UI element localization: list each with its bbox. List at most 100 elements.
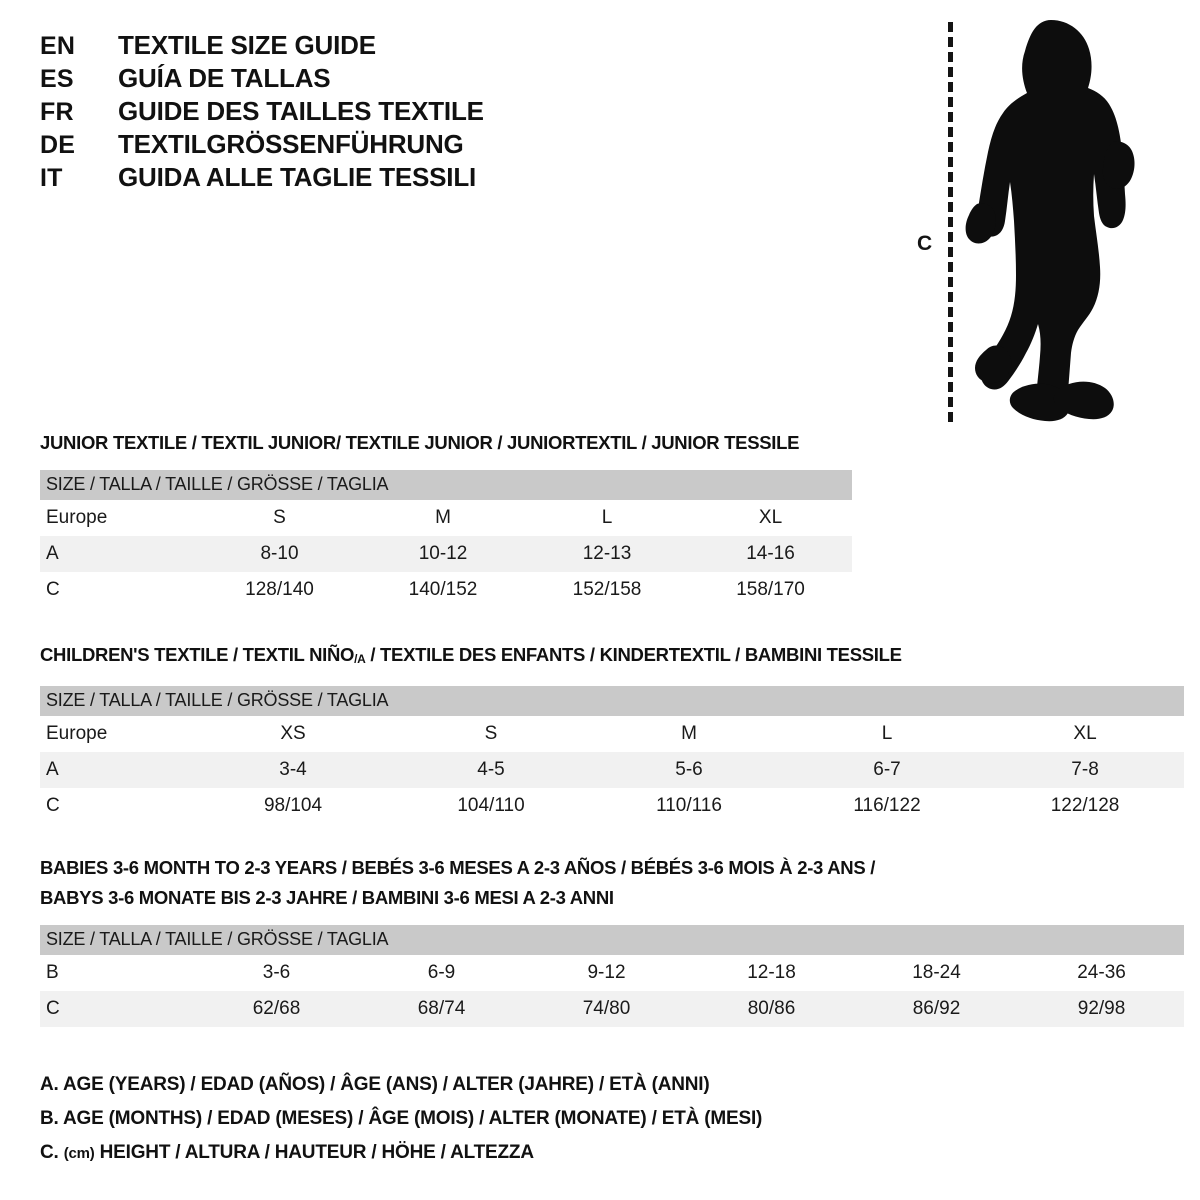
language-code-de: DE <box>40 131 76 159</box>
junior-cell-a-0: 8-10 <box>198 536 361 572</box>
babies-cell-b-2: 9-12 <box>524 955 689 991</box>
babies-cell-b-0: 3-6 <box>194 955 359 991</box>
guide-title-de: TEXTILGRÖSSENFÜHRUNG <box>118 129 464 159</box>
babies-cell-b-5: 24-36 <box>1019 955 1185 991</box>
section-junior-textile: JUNIOR TEXTILE / TEXTIL JUNIOR/ TEXTILE … <box>40 428 853 608</box>
babies-row-label-c: C <box>40 991 194 1027</box>
babies-row-label-b: B <box>40 955 194 991</box>
children-cell-c-2: 110/116 <box>590 788 788 824</box>
children-cell-c-1: 104/110 <box>392 788 590 824</box>
section-title-junior: JUNIOR TEXTILE / TEXTIL JUNIOR/ TEXTILE … <box>40 432 800 453</box>
language-row-de: DE TEXTILGRÖSSENFÜHRUNG <box>40 129 560 162</box>
language-code-es: ES <box>40 65 74 93</box>
junior-cell-c-3: 158/170 <box>689 572 853 608</box>
language-row-en: EN TEXTILE SIZE GUIDE <box>40 30 560 63</box>
babies-size-table: SIZE / TALLA / TAILLE / GRÖSSE / TAGLIA … <box>40 925 1185 1027</box>
children-cell-europe-0: XS <box>194 716 392 752</box>
babies-cell-c-3: 80/86 <box>689 991 854 1027</box>
language-code-en: EN <box>40 32 76 60</box>
junior-size-table: SIZE / TALLA / TAILLE / GRÖSSE / TAGLIA … <box>40 470 853 608</box>
children-size-table: SIZE / TALLA / TAILLE / GRÖSSE / TAGLIA … <box>40 686 1185 824</box>
babies-cell-b-1: 6-9 <box>359 955 524 991</box>
children-row-a: A 3-4 4-5 5-6 6-7 7-8 <box>40 752 1185 788</box>
children-row-c: C 98/104 104/110 110/116 116/122 122/128 <box>40 788 1185 824</box>
guide-title-en: TEXTILE SIZE GUIDE <box>118 30 376 60</box>
section-title-children-pre: CHILDREN'S TEXTILE / TEXTIL NIÑO <box>40 644 355 665</box>
children-row-europe: Europe XS S M L XL <box>40 716 1185 752</box>
children-row-label-europe: Europe <box>40 716 194 752</box>
legend-line-c: C. (cm) HEIGHT / ALTURA / HAUTEUR / HÖHE… <box>40 1136 762 1171</box>
junior-cell-a-2: 12-13 <box>525 536 689 572</box>
junior-cell-europe-1: M <box>361 500 525 536</box>
junior-row-a: A 8-10 10-12 12-13 14-16 <box>40 536 853 572</box>
junior-cell-c-0: 128/140 <box>198 572 361 608</box>
junior-band-cell: SIZE / TALLA / TAILLE / GRÖSSE / TAGLIA <box>40 470 853 500</box>
legend-line-a: A. AGE (YEARS) / EDAD (AÑOS) / ÂGE (ANS)… <box>40 1074 710 1095</box>
babies-band-cell: SIZE / TALLA / TAILLE / GRÖSSE / TAGLIA <box>40 925 1185 955</box>
section-title-children: CHILDREN'S TEXTILE / TEXTIL NIÑO/A / TEX… <box>40 640 1184 674</box>
children-cell-a-3: 6-7 <box>788 752 986 788</box>
children-cell-c-0: 98/104 <box>194 788 392 824</box>
children-cell-europe-2: M <box>590 716 788 752</box>
children-cell-a-0: 3-4 <box>194 752 392 788</box>
babies-cell-c-4: 86/92 <box>854 991 1019 1027</box>
junior-row-label-europe: Europe <box>40 500 198 536</box>
junior-row-label-a: A <box>40 536 198 572</box>
babies-row-c: C 62/68 68/74 74/80 80/86 86/92 92/98 <box>40 991 1185 1027</box>
children-cell-europe-4: XL <box>986 716 1185 752</box>
junior-row-label-c: C <box>40 572 198 608</box>
section-title-babies-line1: BABIES 3-6 MONTH TO 2-3 YEARS / BEBÉS 3-… <box>40 857 876 878</box>
babies-cell-b-4: 18-24 <box>854 955 1019 991</box>
children-band-label: SIZE / TALLA / TAILLE / GRÖSSE / TAGLIA <box>46 690 389 710</box>
junior-cell-europe-3: XL <box>689 500 853 536</box>
section-children-textile: CHILDREN'S TEXTILE / TEXTIL NIÑO/A / TEX… <box>40 640 1185 824</box>
language-row-es: ES GUÍA DE TALLAS <box>40 63 560 96</box>
babies-cell-c-0: 62/68 <box>194 991 359 1027</box>
section-title-children-sub: /A <box>354 652 366 666</box>
language-code-it: IT <box>40 164 63 192</box>
children-cell-a-4: 7-8 <box>986 752 1185 788</box>
children-band-cell: SIZE / TALLA / TAILLE / GRÖSSE / TAGLIA <box>40 686 1185 716</box>
guide-title-es: GUÍA DE TALLAS <box>118 63 331 93</box>
junior-cell-a-3: 14-16 <box>689 536 853 572</box>
section-babies-textile: BABIES 3-6 MONTH TO 2-3 YEARS / BEBÉS 3-… <box>40 853 1185 1027</box>
junior-cell-europe-2: L <box>525 500 689 536</box>
section-title-babies-line2: BABYS 3-6 MONATE BIS 2-3 JAHRE / BAMBINI… <box>40 887 614 908</box>
height-measurement-figure: C <box>905 14 1140 426</box>
language-header: EN TEXTILE SIZE GUIDE ES GUÍA DE TALLAS … <box>40 30 560 195</box>
children-cell-c-4: 122/128 <box>986 788 1185 824</box>
junior-row-europe: Europe S M L XL <box>40 500 853 536</box>
children-cell-europe-1: S <box>392 716 590 752</box>
junior-cell-europe-0: S <box>198 500 361 536</box>
children-cell-c-3: 116/122 <box>788 788 986 824</box>
babies-cell-b-3: 12-18 <box>689 955 854 991</box>
legend-line-b: B. AGE (MONTHS) / EDAD (MESES) / ÂGE (MO… <box>40 1108 763 1129</box>
babies-band-label: SIZE / TALLA / TAILLE / GRÖSSE / TAGLIA <box>46 929 389 949</box>
measurement-legend: A. AGE (YEARS) / EDAD (AÑOS) / ÂGE (ANS)… <box>40 1068 762 1171</box>
legend-line-c-pre: C. <box>40 1142 64 1163</box>
junior-cell-c-2: 152/158 <box>525 572 689 608</box>
babies-cell-c-5: 92/98 <box>1019 991 1185 1027</box>
guide-title-it: GUIDA ALLE TAGLIE TESSILI <box>118 162 477 192</box>
babies-table-band-row: SIZE / TALLA / TAILLE / GRÖSSE / TAGLIA <box>40 925 1185 955</box>
section-title-children-post: / TEXTILE DES ENFANTS / KINDERTEXTIL / B… <box>365 644 902 665</box>
children-row-label-a: A <box>40 752 194 788</box>
children-table-band-row: SIZE / TALLA / TAILLE / GRÖSSE / TAGLIA <box>40 686 1185 716</box>
junior-cell-c-1: 140/152 <box>361 572 525 608</box>
legend-line-c-post: HEIGHT / ALTURA / HAUTEUR / HÖHE / ALTEZ… <box>94 1142 534 1163</box>
legend-line-c-unit: (cm) <box>63 1145 95 1162</box>
junior-row-c: C 128/140 140/152 152/158 158/170 <box>40 572 853 608</box>
junior-cell-a-1: 10-12 <box>361 536 525 572</box>
babies-cell-c-2: 74/80 <box>524 991 689 1027</box>
children-row-label-c: C <box>40 788 194 824</box>
babies-cell-c-1: 68/74 <box>359 991 524 1027</box>
children-cell-a-1: 4-5 <box>392 752 590 788</box>
babies-row-b: B 3-6 6-9 9-12 12-18 18-24 24-36 <box>40 955 1185 991</box>
language-row-fr: FR GUIDE DES TAILLES TEXTILE <box>40 96 560 129</box>
child-silhouette-icon <box>965 20 1135 422</box>
junior-band-label: SIZE / TALLA / TAILLE / GRÖSSE / TAGLIA <box>46 474 389 494</box>
children-cell-europe-3: L <box>788 716 986 752</box>
height-measure-label: C <box>917 232 933 255</box>
children-cell-a-2: 5-6 <box>590 752 788 788</box>
language-code-fr: FR <box>40 98 74 126</box>
